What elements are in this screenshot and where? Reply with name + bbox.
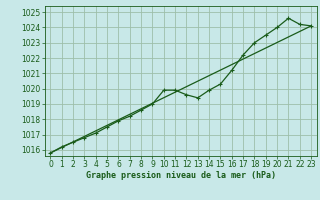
X-axis label: Graphe pression niveau de la mer (hPa): Graphe pression niveau de la mer (hPa) [86, 171, 276, 180]
